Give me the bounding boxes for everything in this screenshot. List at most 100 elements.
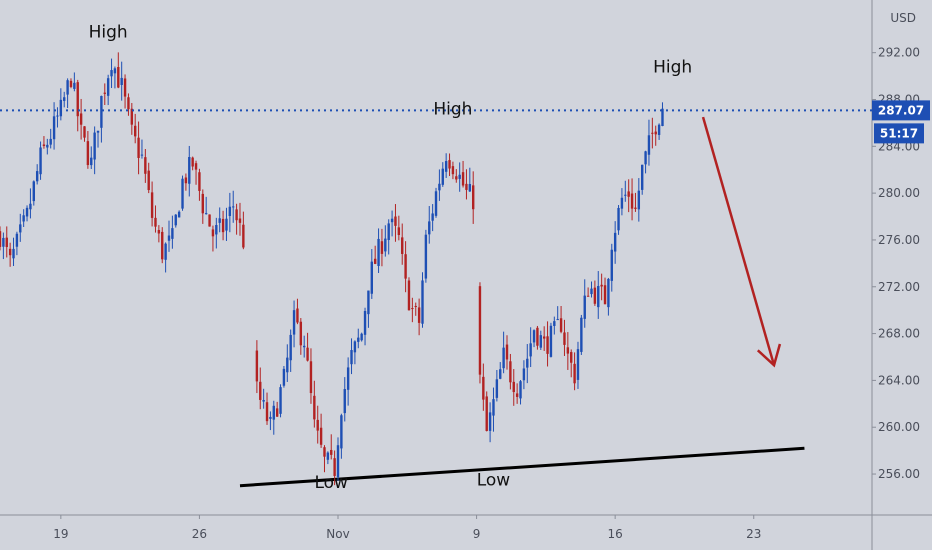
candle-body (485, 396, 488, 431)
candle-body (309, 361, 313, 394)
candle-body (8, 248, 12, 256)
candle-body (269, 416, 272, 419)
forecast-arrow-head (756, 343, 782, 368)
countdown-value: 51:17 (880, 126, 918, 140)
candle-body (262, 400, 265, 402)
candle-body (208, 214, 211, 227)
candle-body (232, 206, 235, 208)
candle-body (553, 321, 556, 326)
candle-body (194, 163, 198, 170)
candle-body (326, 452, 330, 460)
candle-body (641, 164, 644, 190)
candle-body (417, 307, 421, 323)
candle-body (259, 381, 262, 400)
candle-body (357, 337, 360, 342)
candle-body (441, 168, 444, 185)
candle-body (19, 224, 22, 233)
candle-body (644, 151, 647, 165)
candle-body (654, 131, 657, 135)
candle-body (32, 181, 35, 202)
annotation-low: Low (477, 471, 511, 491)
candle-body (167, 235, 171, 241)
time-tick-label: Nov (326, 527, 349, 541)
candle-body (289, 334, 292, 361)
candle-body (630, 193, 634, 209)
candles-layer[interactable] (0, 52, 664, 486)
candle-body (590, 288, 593, 295)
candle-body (563, 332, 566, 345)
candle-body (106, 78, 110, 96)
candle-body (52, 116, 56, 140)
candle-body (272, 405, 275, 420)
candle-body (25, 207, 29, 217)
candle-body (147, 170, 150, 191)
annotation-layer: High High High Low Low (89, 22, 693, 493)
candle-body (353, 341, 357, 353)
candle-body (580, 317, 583, 352)
candle-body (0, 231, 2, 247)
candle-body (279, 387, 282, 414)
candle-body (12, 248, 15, 259)
candle-body (401, 237, 404, 254)
trendline-layer (239, 446, 805, 488)
candle-body (607, 278, 610, 308)
candle-body (499, 369, 502, 379)
candle-body (2, 237, 5, 247)
arrow-layer (701, 116, 782, 368)
candle-body (90, 157, 93, 166)
candle-body (204, 213, 208, 215)
candle-body (42, 144, 46, 146)
candle-body (286, 357, 289, 373)
candle-body (482, 376, 485, 400)
candle-body (130, 108, 134, 125)
price-tick-label: 264.00 (878, 373, 920, 387)
candle-body (438, 183, 441, 191)
candle-body (123, 78, 127, 97)
candle-body (505, 344, 509, 360)
candle-body (201, 193, 204, 214)
price-tag-value: 287.07 (878, 103, 924, 117)
candle-body (502, 347, 505, 369)
time-axis[interactable]: 19 26 Nov 9 16 23 (53, 515, 761, 541)
candle-body (370, 261, 373, 294)
candle-body (428, 221, 431, 235)
candle-body (103, 92, 106, 94)
candle-body (542, 336, 546, 339)
candle-body (110, 70, 113, 77)
candle-body (100, 95, 103, 128)
candle-body (29, 203, 32, 210)
candle-body (377, 238, 380, 266)
candle-body (171, 228, 174, 239)
candle-body (451, 166, 455, 175)
candle-body (431, 213, 434, 221)
candle-body (539, 335, 542, 348)
price-tick-label: 260.00 (878, 420, 920, 434)
candle-body (15, 233, 19, 247)
annotation-high: High (653, 58, 692, 78)
candle-body (360, 333, 363, 341)
candle-body (509, 361, 512, 383)
candle-body (465, 183, 468, 190)
candle-body (634, 207, 637, 209)
candle-body (188, 156, 191, 184)
forecast-arrow-shaft (701, 116, 776, 366)
candle-body (624, 194, 627, 196)
candle-body (265, 402, 269, 422)
candle-body (275, 408, 279, 417)
annotation-high: High (89, 22, 128, 42)
price-tick-label: 276.00 (878, 233, 920, 247)
candle-body (336, 445, 340, 478)
candle-body (556, 319, 559, 321)
candle-body (512, 381, 515, 393)
candle-body (59, 99, 63, 117)
candle-body (603, 285, 607, 305)
candle-body (570, 352, 573, 363)
candle-body (323, 447, 326, 457)
candle-body (215, 224, 218, 235)
candle-body (387, 223, 390, 241)
candle-body (150, 192, 154, 218)
candle-body (455, 176, 458, 180)
